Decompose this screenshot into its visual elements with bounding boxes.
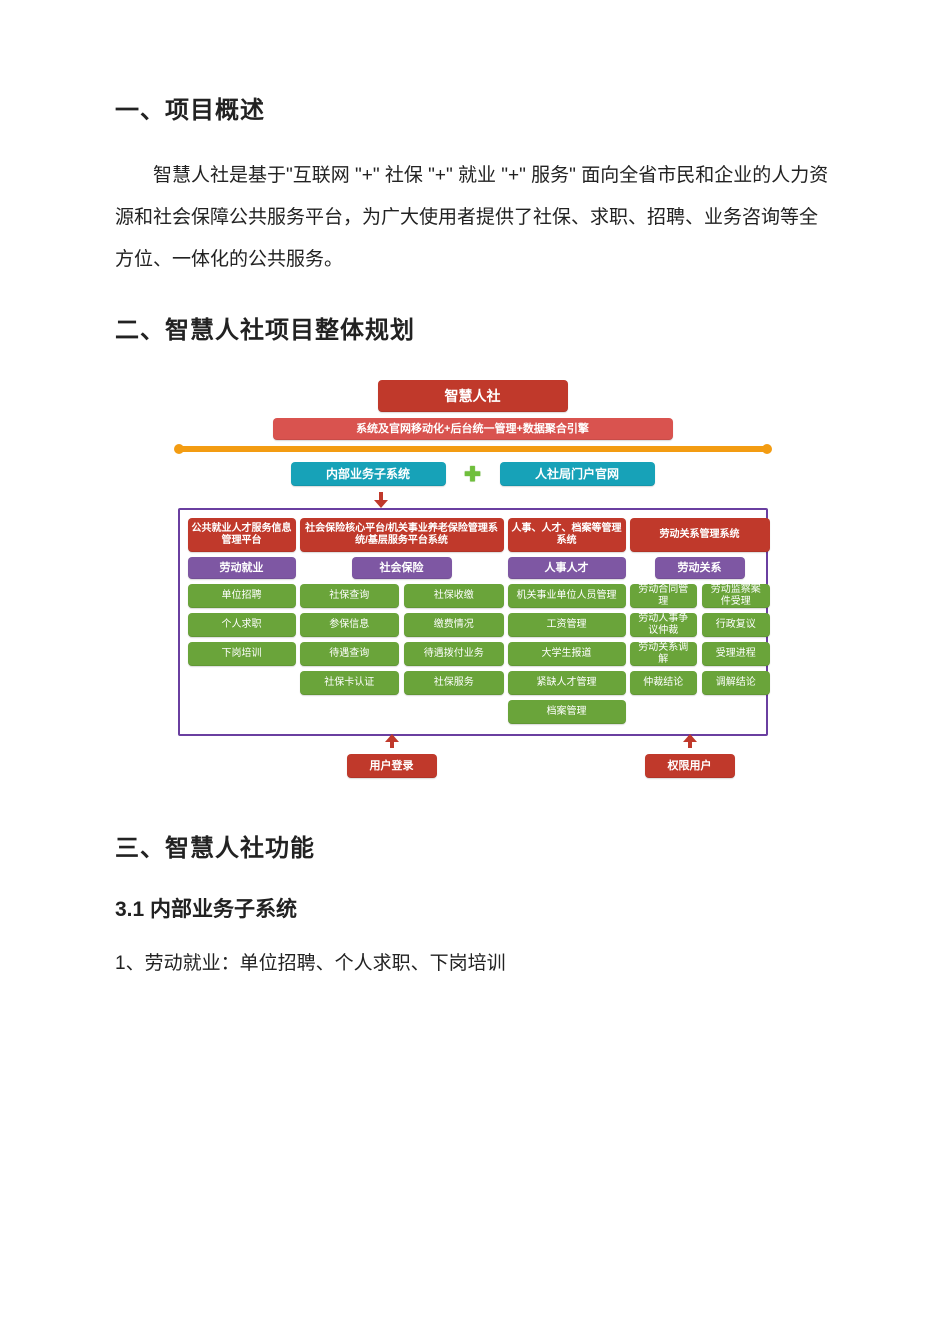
diagram-item: 劳动关系调解 [630, 642, 698, 666]
diagram-col-3: 人事、人才、档案等管理系统 人事人才 机关事业单位人员管理 工资管理 大学生报道… [508, 518, 626, 724]
diagram-item: 劳动监察案件受理 [702, 584, 770, 608]
diagram-bottom-right: 权限用户 [645, 754, 735, 778]
diagram-col-2: 社会保险核心平台/机关事业养老保险管理系统/基层服务平台系统 社会保险 社保查询… [300, 518, 504, 724]
diagram-horizontal-bar [178, 446, 768, 452]
diagram-item: 大学生报道 [508, 642, 626, 666]
diagram-item: 下岗培训 [188, 642, 296, 666]
document-page: 一、项目概述 智慧人社是基于"互联网 "+" 社保 "+" 就业 "+" 服务"… [0, 0, 945, 1337]
architecture-diagram: 智慧人社 系统及官网移动化+后台统一管理+数据聚合引擎 内部业务子系统 ✚ 人社… [178, 380, 768, 778]
diagram-item: 档案管理 [508, 700, 626, 724]
diagram-item: 紧缺人才管理 [508, 671, 626, 695]
diagram-main-box: 公共就业人才服务信息管理平台 劳动就业 单位招聘 个人求职 下岗培训 社会保险核… [178, 508, 768, 736]
diagram-item: 社保收缴 [404, 584, 504, 608]
section-3-1-heading: 3.1 内部业务子系统 [115, 893, 830, 923]
col-header: 劳动关系管理系统 [630, 518, 770, 552]
col-category: 社会保险 [352, 557, 452, 579]
diagram-mid-row: 内部业务子系统 ✚ 人社局门户官网 [178, 462, 768, 486]
plus-icon: ✚ [464, 465, 482, 483]
col-category: 劳动关系 [655, 557, 745, 579]
diagram-item: 社保服务 [404, 671, 504, 695]
col-category: 人事人才 [508, 557, 626, 579]
diagram-item: 行政复议 [702, 613, 770, 637]
diagram-item: 工资管理 [508, 613, 626, 637]
diagram-item: 调解结论 [702, 671, 770, 695]
col-header: 公共就业人才服务信息管理平台 [188, 518, 296, 552]
diagram-bottom-row: 用户登录 权限用户 [178, 754, 768, 778]
diagram-item: 个人求职 [188, 613, 296, 637]
section-1-heading: 一、项目概述 [115, 90, 830, 125]
col-category: 劳动就业 [188, 557, 296, 579]
diagram-item: 待遇拨付业务 [404, 642, 504, 666]
diagram-item: 社保卡认证 [300, 671, 400, 695]
diagram-item: 受理进程 [702, 642, 770, 666]
diagram-item: 社保查询 [300, 584, 400, 608]
diagram-item: 待遇查询 [300, 642, 400, 666]
diagram-bottom-left: 用户登录 [347, 754, 437, 778]
section-3-1-item-1: 1、劳动就业：单位招聘、个人求职、下岗培训 [115, 943, 830, 985]
diagram-item: 机关事业单位人员管理 [508, 584, 626, 608]
diagram-item: 缴费情况 [404, 613, 504, 637]
diagram-subtitle-node: 系统及官网移动化+后台统一管理+数据聚合引擎 [273, 418, 673, 440]
diagram-mid-left: 内部业务子系统 [291, 462, 446, 486]
col-header: 社会保险核心平台/机关事业养老保险管理系统/基层服务平台系统 [300, 518, 504, 552]
diagram-item: 劳动人事争议仲裁 [630, 613, 698, 637]
diagram-item: 仲裁结论 [630, 671, 698, 695]
diagram-title-node: 智慧人社 [378, 380, 568, 412]
diagram-col-4: 劳动关系管理系统 劳动关系 劳动合同管理 劳动监察案件受理 劳动人事争议仲裁 行… [630, 518, 770, 724]
diagram-col-1: 公共就业人才服务信息管理平台 劳动就业 单位招聘 个人求职 下岗培训 [188, 518, 296, 724]
diagram-mid-right: 人社局门户官网 [500, 462, 655, 486]
section-2-heading: 二、智慧人社项目整体规划 [115, 310, 830, 345]
diagram-item: 单位招聘 [188, 584, 296, 608]
col-header: 人事、人才、档案等管理系统 [508, 518, 626, 552]
section-3-heading: 三、智慧人社功能 [115, 828, 830, 863]
section-1-body: 智慧人社是基于"互联网 "+" 社保 "+" 就业 "+" 服务" 面向全省市民… [115, 155, 830, 280]
diagram-item: 参保信息 [300, 613, 400, 637]
diagram-item: 劳动合同管理 [630, 584, 698, 608]
